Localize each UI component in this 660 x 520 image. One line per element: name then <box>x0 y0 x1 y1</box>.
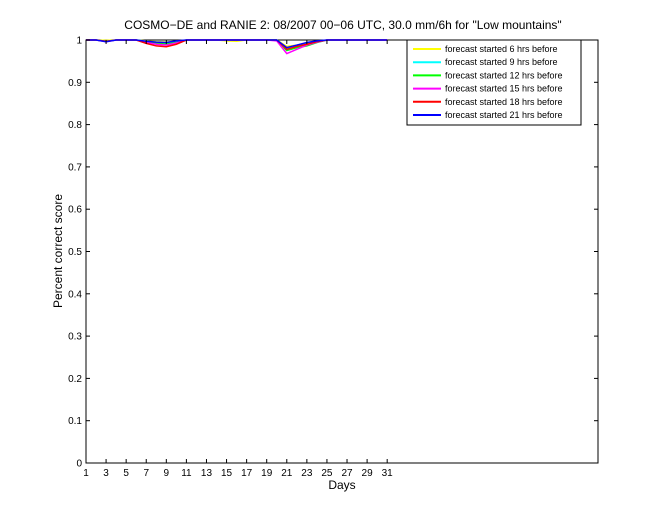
x-tick-label: 21 <box>281 468 293 479</box>
series-line-6 <box>86 39 388 49</box>
x-tick-label: 17 <box>241 468 253 479</box>
chart-title: COSMO−DE and RANIE 2: 08/2007 00−06 UTC,… <box>124 18 561 32</box>
x-tick-label: 1 <box>83 468 89 479</box>
y-tick-label: 0.4 <box>68 289 82 300</box>
x-tick-label: 23 <box>301 468 313 479</box>
x-tick-label: 11 <box>181 468 192 479</box>
x-tick-label: 19 <box>261 468 273 479</box>
legend-label-1: forecast started 6 hrs before <box>445 44 558 54</box>
legend-label-4: forecast started 15 hrs before <box>445 84 563 94</box>
x-tick-label: 13 <box>201 468 213 479</box>
x-tick-label: 15 <box>221 468 233 479</box>
y-tick-label: 0.1 <box>68 416 82 427</box>
y-tick-label: 0.5 <box>68 247 82 258</box>
x-tick-label: 7 <box>143 468 149 479</box>
x-tick-label: 25 <box>321 468 333 479</box>
legend-label-5: forecast started 18 hrs before <box>445 97 563 107</box>
legend-label-2: forecast started 9 hrs before <box>445 57 558 67</box>
x-tick-label: 31 <box>382 468 394 479</box>
x-tick-label: 3 <box>103 468 109 479</box>
y-tick-label: 1 <box>76 36 82 47</box>
legend-box <box>406 39 582 126</box>
y-axis-label: Percent correct score <box>51 194 65 308</box>
x-tick-label: 29 <box>362 468 374 479</box>
legend-label-3: forecast started 12 hrs before <box>445 70 563 80</box>
legend: forecast started 6 hrs before forecast st… <box>406 39 582 126</box>
legend-label-6: forecast started 21 hrs before <box>445 110 563 120</box>
x-tick-label: 5 <box>123 468 129 479</box>
y-tick-label: 0.6 <box>68 205 82 216</box>
x-tick-label: 9 <box>164 468 170 479</box>
y-tick-label: 0.2 <box>68 374 82 385</box>
tick-layer: 1 3 5 7 9 11 13 15 17 19 21 23 25 27 29 3100.10.20.30.4… <box>68 36 598 479</box>
y-tick-label: 0.9 <box>68 78 82 89</box>
y-tick-label: 0.8 <box>68 120 82 131</box>
y-tick-label: 0 <box>76 459 82 470</box>
y-tick-label: 0.7 <box>68 162 82 173</box>
series-layer <box>86 39 388 55</box>
x-tick-label: 27 <box>341 468 353 479</box>
y-tick-label: 0.3 <box>68 332 82 343</box>
x-axis-label: Days <box>328 478 355 492</box>
